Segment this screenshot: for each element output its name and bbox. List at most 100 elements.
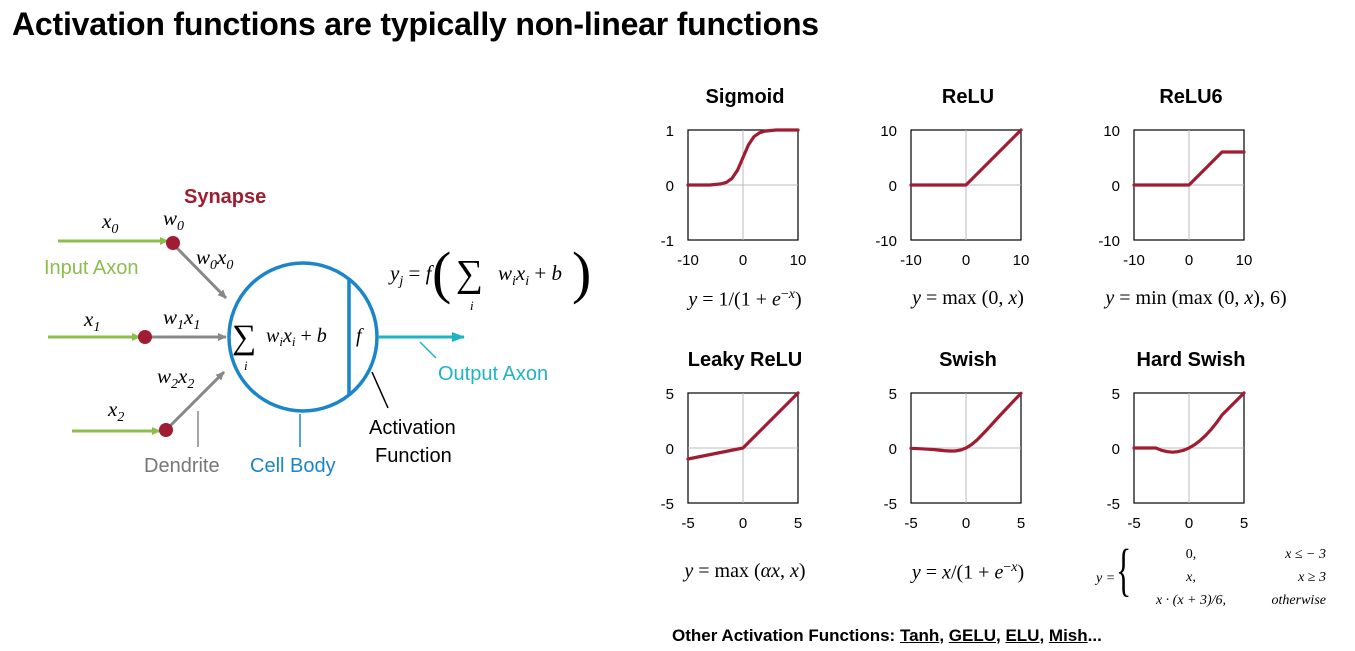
chart-sigmoid: Sigmoid 1 0 -1 -10 0 10	[640, 86, 850, 326]
x-tick-label: 0	[962, 515, 970, 532]
chart-title: Swish	[939, 349, 997, 371]
y-tick-label: 10	[1103, 123, 1120, 140]
y-tick-label: -5	[1107, 496, 1120, 513]
product-w0x0: w0x0	[196, 245, 233, 273]
svg-text:∑: ∑	[456, 253, 483, 295]
cell-formula: ∑ i wixi + b f	[232, 319, 364, 373]
formula-sigmoid: y = 1/(1 + e−x)	[688, 287, 802, 311]
y-tick-label: -10	[1098, 233, 1120, 250]
synapse-dot-2	[159, 423, 173, 437]
series-line	[909, 128, 1023, 187]
formula-leaky-relu: y = max (αx, x)	[684, 560, 806, 582]
chart-title: Sigmoid	[705, 86, 785, 108]
link-elu[interactable]: ELU	[1005, 626, 1040, 645]
x-tick-label: -5	[1127, 515, 1140, 532]
formula-relu: y = max (0, x)	[912, 287, 1024, 309]
hard-swish-cond-1: x ≥ 3	[1298, 570, 1326, 585]
cell-body-circle	[227, 261, 379, 413]
activation-label-line1: Activation	[369, 417, 456, 439]
x-tick-label: 5	[794, 515, 802, 532]
x-tick-label: 0	[739, 515, 747, 532]
svg-text:∑: ∑	[232, 319, 256, 356]
brace: {	[1116, 537, 1132, 602]
x-tick-label: 5	[1017, 515, 1025, 532]
series-line	[1132, 150, 1246, 187]
svg-text:): )	[572, 240, 591, 305]
chart-relu: ReLU 10 0 -10 -10 0 10	[863, 86, 1073, 326]
y-tick-label: 10	[880, 123, 897, 140]
link-tanh[interactable]: Tanh	[899, 626, 940, 645]
formula-hard-swish: y = { 0, x ≤ − 3 x, x ≥ 3 x · (x + 3)/6,…	[1096, 541, 1326, 615]
y-tick-label: 0	[889, 441, 897, 458]
dendrite-label: Dendrite	[144, 455, 220, 477]
chart-svg: 10-1-10 0 10	[661, 123, 807, 269]
chart-relu6: ReLU6 10 0 -10 -10 0 10	[1086, 86, 1296, 326]
link-mish[interactable]: Mish	[1048, 626, 1088, 645]
other-suffix: ...	[1087, 626, 1102, 645]
chart-title: Hard Swish	[1136, 349, 1246, 371]
chart-svg: 5 0 -5 -5 0 5	[661, 386, 803, 532]
y-tick-label: 0	[666, 178, 674, 195]
other-prefix: Other Activation Functions:	[672, 626, 896, 645]
x-tick-label: 0	[1185, 252, 1193, 269]
y-tick-label: -5	[661, 496, 674, 513]
link-gelu[interactable]: GELU	[948, 626, 996, 645]
y-tick-label: -5	[884, 496, 897, 513]
synapse-dot-0	[166, 236, 180, 250]
y-tick-label: 1	[666, 123, 674, 140]
x-tick-label: 0	[1185, 515, 1193, 532]
chart-title: ReLU6	[1159, 86, 1223, 108]
x-tick-label: 0	[739, 252, 747, 269]
hard-swish-value-2: x · (x + 3)/6,	[1155, 593, 1227, 608]
x-tick-label: -10	[900, 252, 922, 269]
chart-svg: 5 0 -5 -5 0 5	[1107, 386, 1249, 532]
series-line	[909, 391, 1023, 453]
y-tick-label: 0	[666, 441, 674, 458]
activation-label-line2: Function	[375, 445, 452, 467]
dendrite-arrow-2	[166, 370, 226, 430]
x-tick-label: 10	[1236, 252, 1253, 269]
y-tick-label: 5	[666, 386, 674, 403]
y-tick-label: 0	[889, 178, 897, 195]
chart-svg: 5 0 -5 -5 0 5	[884, 386, 1026, 532]
series-line	[1132, 391, 1246, 454]
series-line	[686, 128, 800, 187]
neuron-diagram: Synapse Input Axon Output Axon Dendrite …	[44, 186, 591, 477]
svg-text:wixi + b: wixi + b	[498, 261, 562, 289]
other-activation-functions: Other Activation Functions: Tanh, GELU, …	[672, 626, 1102, 645]
output-axon-label: Output Axon	[438, 363, 548, 385]
svg-text:i: i	[470, 298, 474, 313]
chart-title: Leaky ReLU	[687, 349, 803, 371]
y-tick-label: -1	[661, 233, 674, 250]
input-x2: x2	[107, 397, 124, 425]
svg-text:wixi + b: wixi + b	[266, 325, 327, 349]
input-x1: x1	[83, 307, 100, 335]
chart-hard-swish: Hard Swish 5 0 -5 -5 0 5	[1086, 349, 1296, 589]
svg-text:yj = f: yj = f	[388, 261, 435, 289]
hard-swish-cond-2: otherwise	[1271, 593, 1326, 608]
activation-pointer	[371, 371, 389, 409]
synapse-dot-1	[138, 330, 152, 344]
formula-swish: y = x/(1 + e−x)	[911, 560, 1025, 584]
x-tick-label: 0	[962, 252, 970, 269]
series-line	[686, 391, 800, 461]
product-w2x2: w2x2	[157, 364, 194, 392]
y-tick-label: 0	[1112, 178, 1120, 195]
y-tick-label: 0	[1112, 441, 1120, 458]
svg-text:(: (	[432, 240, 451, 305]
hard-swish-cond-0: x ≤ − 3	[1285, 547, 1326, 562]
y-tick-label: 5	[1112, 386, 1120, 403]
svg-text:i: i	[244, 358, 248, 373]
hard-swish-lhs: y =	[1096, 571, 1116, 586]
x-tick-label: 5	[1240, 515, 1248, 532]
dendrite-arrow-0	[172, 243, 228, 300]
input-axon-label: Input Axon	[44, 257, 139, 279]
cell-body-label: Cell Body	[250, 455, 336, 477]
y-tick-label: -10	[875, 233, 897, 250]
page-title: Activation functions are typically non-l…	[12, 6, 819, 42]
hard-swish-value-0: 0,	[1185, 547, 1197, 562]
output-formula: yj = f ( ∑ i wixi + b )	[388, 240, 591, 313]
y-tick-label: 5	[889, 386, 897, 403]
x-tick-label: 10	[1013, 252, 1030, 269]
hard-swish-value-1: x,	[1186, 570, 1196, 585]
